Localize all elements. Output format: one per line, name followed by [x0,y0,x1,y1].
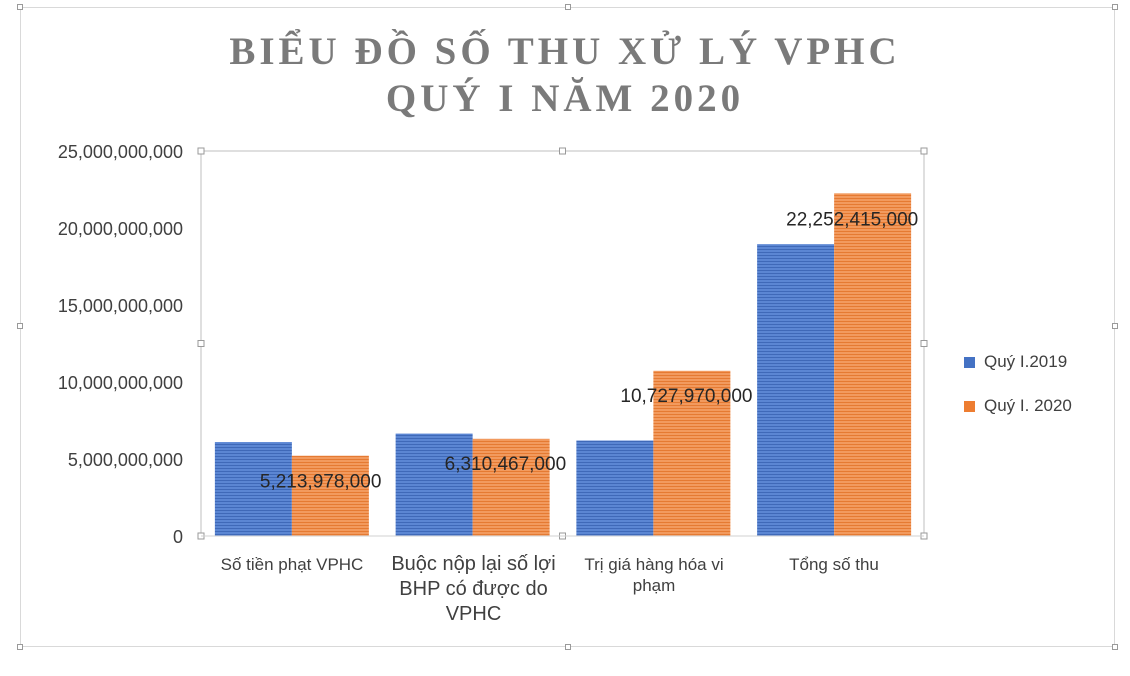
y-tick-label: 25,000,000,000 [58,142,183,162]
legend-swatch-2020 [964,401,975,412]
bar-2020-0 [291,455,369,536]
y-tick-label: 0 [173,527,183,547]
category-label-illegal-profit: Buộc nộp lại số lợi BHP có được do VPHC [391,553,556,625]
bar-2019-3 [757,244,835,537]
category-label-goods-value: Trị giá hàng hóa vi phạm [584,555,724,596]
bar-2019-2 [576,440,654,536]
frame-resize-handle[interactable] [565,4,571,10]
bar-2020-2 [653,370,731,536]
y-tick-label: 10,000,000,000 [58,373,183,393]
data-label-2020-2: 10,727,970,000 [620,386,752,407]
legend-label-2020: Quý I. 2020 [984,396,1072,415]
category-label-fines: Số tiền phạt VPHC [220,555,364,574]
category-label-total: Tổng số thu [789,555,879,574]
frame-resize-handle[interactable] [565,644,571,650]
data-label-2020-0: 5,213,978,000 [260,472,382,493]
chart-title-line-2: QUÝ I NĂM 2020 [385,77,745,120]
y-tick-label: 15,000,000,000 [58,296,183,316]
chart-title: BIỂU ĐỒ SỐ THU XỬ LÝ VPHC QUÝ I NĂM 2020 [0,28,1130,122]
bar-2020-3 [834,193,912,536]
y-tick-label: 5,000,000,000 [68,450,183,470]
y-tick-label: 20,000,000,000 [58,219,183,239]
plot-resize-handle[interactable] [197,340,205,347]
frame-resize-handle[interactable] [1112,323,1118,329]
plot-resize-handle[interactable] [920,340,928,347]
plot-resize-handle[interactable] [197,147,205,155]
data-label-2020-3: 22,252,415,000 [786,209,918,230]
frame-resize-handle[interactable] [17,323,23,329]
bar-2019-0 [214,442,292,536]
plot-resize-handle[interactable] [920,147,928,155]
frame-resize-handle[interactable] [17,644,23,650]
legend-swatch-2019 [964,357,975,368]
frame-resize-handle[interactable] [17,4,23,10]
bar-2020-1 [472,438,550,536]
legend-label-2019: Quý I.2019 [984,352,1068,371]
data-label-2020-1: 6,310,467,000 [445,454,567,475]
chart-title-line-1: BIỂU ĐỒ SỐ THU XỬ LÝ VPHC [229,30,901,73]
plot-resize-handle[interactable] [559,147,566,155]
bar-2019-1 [395,433,473,536]
frame-resize-handle[interactable] [1112,644,1118,650]
frame-resize-handle[interactable] [1112,4,1118,10]
